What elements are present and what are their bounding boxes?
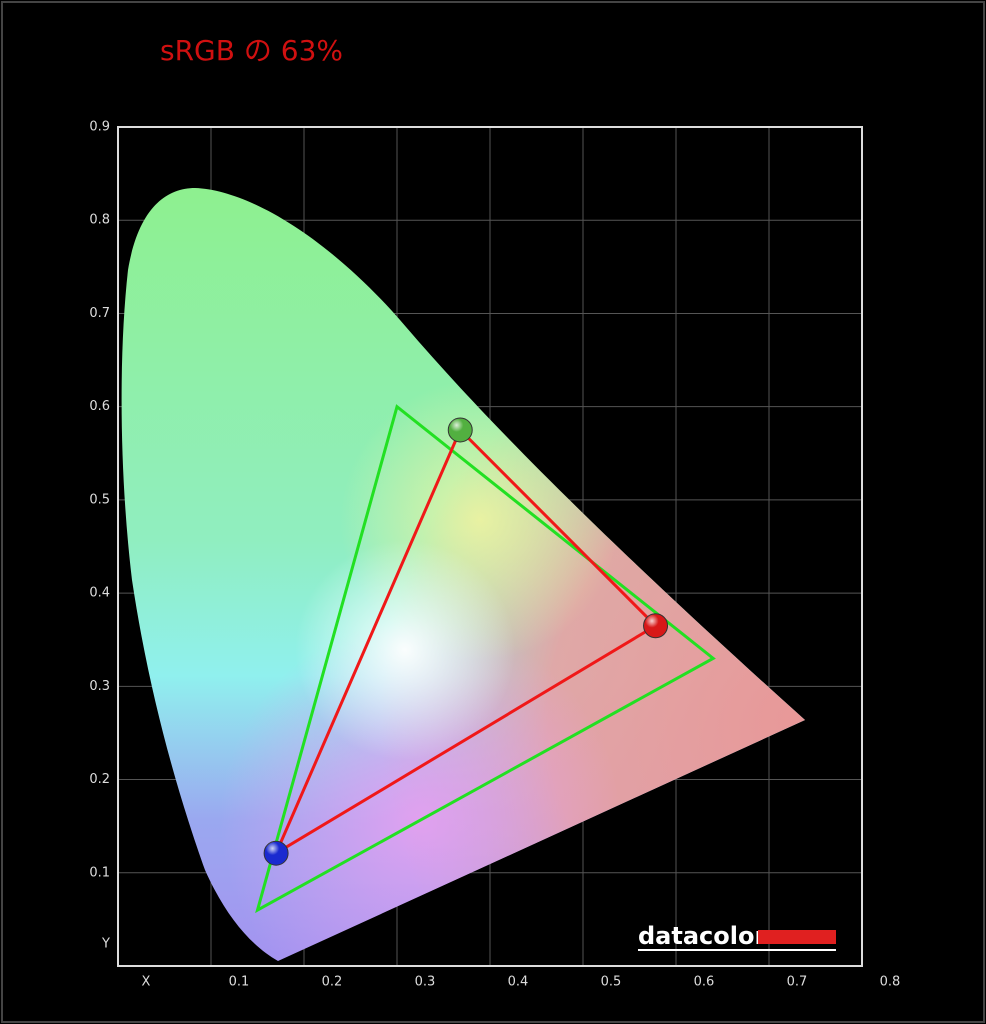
- x-tick-label: 0.7: [787, 975, 808, 990]
- primary-marker: [447, 417, 473, 443]
- x-tick-label: X: [142, 975, 151, 990]
- y-tick-label: 0.1: [89, 865, 110, 880]
- marker-highlight: [264, 841, 289, 866]
- x-tick-label: 0.5: [601, 975, 622, 990]
- x-tick-label: 0.4: [508, 975, 529, 990]
- marker-highlight: [643, 613, 668, 638]
- x-tick-label: 0.3: [415, 975, 436, 990]
- x-tick-label: 0.2: [322, 975, 343, 990]
- primary-marker: [263, 840, 289, 866]
- y-tick-label: 0.5: [89, 492, 110, 507]
- primary-marker: [643, 613, 669, 639]
- marker-highlight: [448, 417, 473, 442]
- plot: [255, 404, 716, 914]
- x-tick-label: 0.8: [880, 975, 901, 990]
- y-tick-label: 0.2: [89, 772, 110, 787]
- chart-title: sRGB の 63%: [160, 34, 343, 67]
- y-tick-label: 0.4: [89, 586, 110, 601]
- gamut-triangle: [255, 404, 716, 914]
- gamut-triangle: [272, 427, 658, 857]
- y-tick-label: Y: [101, 937, 110, 952]
- y-tick-label: 0.6: [89, 399, 110, 414]
- logo: datacolor: [638, 922, 766, 950]
- x-tick-label: 0.6: [694, 975, 715, 990]
- y-tick-label: 0.8: [89, 213, 110, 228]
- x-tick-label: 0.1: [229, 975, 250, 990]
- plot-border: [117, 126, 863, 967]
- y-tick-label: 0.9: [89, 120, 110, 135]
- logo-bar: [758, 930, 836, 944]
- y-tick-label: 0.3: [89, 679, 110, 694]
- y-tick-label: 0.7: [89, 306, 110, 321]
- spectral-locus: [121, 188, 805, 961]
